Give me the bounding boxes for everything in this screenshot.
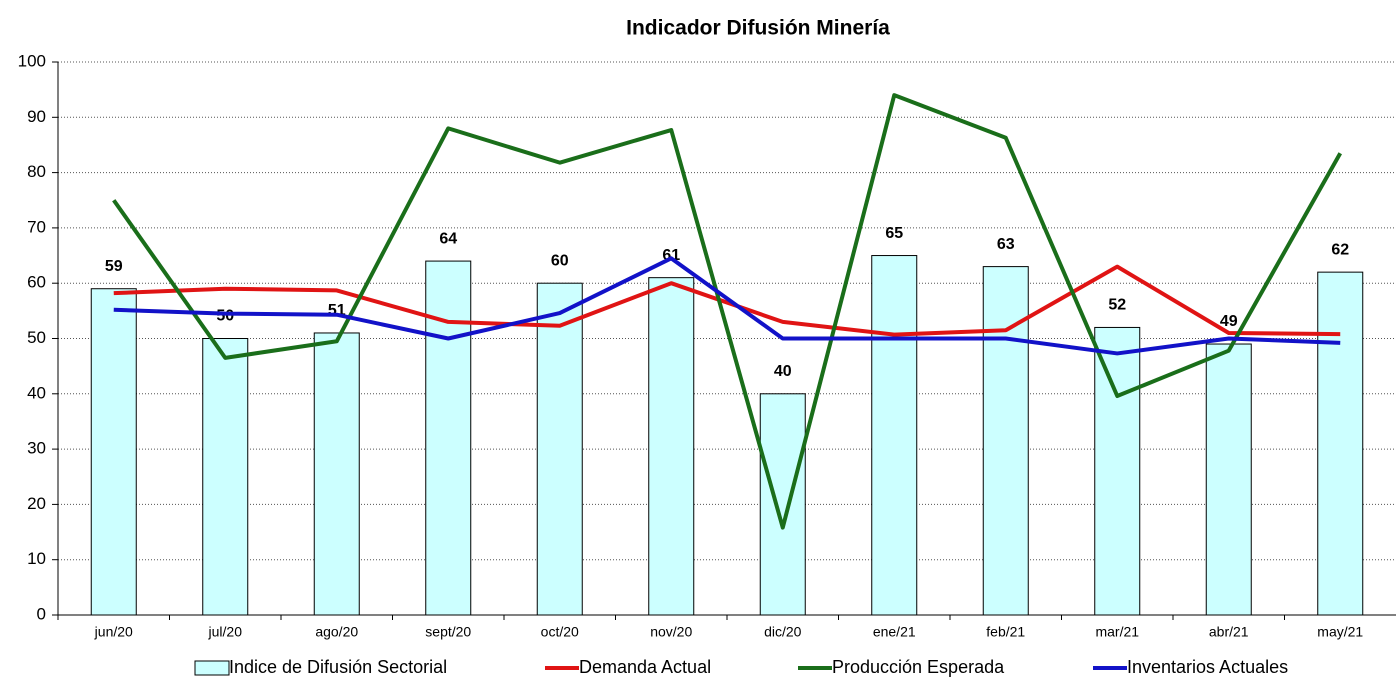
bar: [1205, 343, 1252, 616]
bar: [202, 338, 249, 616]
bar: [536, 282, 583, 616]
x-tick-label: sept/20: [425, 624, 471, 640]
y-tick-label: 20: [27, 494, 46, 513]
legend-swatch: [194, 660, 230, 676]
chart-title: Indicador Difusión Minería: [626, 17, 890, 40]
y-tick-label: 70: [27, 217, 46, 236]
data-label: 52: [1108, 297, 1126, 314]
line-series: [112, 93, 1342, 530]
bar: [982, 266, 1029, 616]
bar: [425, 260, 472, 616]
data-label: 49: [1220, 313, 1238, 330]
y-tick-label: 100: [18, 51, 46, 70]
x-tick-label: mar/21: [1095, 624, 1139, 640]
x-tick-label: may/21: [1317, 624, 1363, 640]
y-tick-label: 80: [27, 162, 46, 181]
line-series: [113, 256, 1341, 356]
y-tick-label: 0: [37, 604, 46, 623]
data-label: 40: [774, 363, 792, 380]
legend-label: Demanda Actual: [579, 657, 711, 677]
bar: [1317, 271, 1364, 616]
bar: [648, 277, 695, 616]
legend-label: Producción Esperada: [832, 657, 1005, 677]
data-label: 50: [216, 308, 234, 325]
bar: [1094, 326, 1141, 616]
x-tick-label: oct/20: [541, 624, 579, 640]
line-series: [113, 264, 1341, 337]
bar: [871, 255, 918, 616]
x-tick-label: ene/21: [873, 624, 916, 640]
data-label: 59: [105, 258, 123, 275]
x-tick-label: jun/20: [94, 624, 133, 640]
legend-label: Indice de Difusión Sectorial: [229, 657, 447, 677]
y-tick-label: 10: [27, 549, 46, 568]
y-tick-label: 60: [27, 273, 46, 292]
legend-label: Inventarios Actuales: [1127, 657, 1288, 677]
x-tick-label: ago/20: [315, 624, 358, 640]
y-tick-label: 50: [27, 328, 46, 347]
data-label: 65: [885, 225, 903, 242]
data-label: 63: [997, 236, 1015, 253]
y-tick-label: 90: [27, 107, 46, 126]
bar: [90, 288, 137, 616]
bar: [759, 393, 806, 616]
data-label: 60: [551, 252, 569, 269]
bar: [313, 332, 360, 616]
x-tick-label: jul/20: [208, 624, 243, 640]
data-label: 64: [439, 230, 457, 247]
x-tick-label: dic/20: [764, 624, 802, 640]
x-tick-label: nov/20: [650, 624, 692, 640]
x-tick-label: abr/21: [1209, 624, 1249, 640]
data-label: 62: [1331, 241, 1349, 258]
y-tick-label: 40: [27, 383, 46, 402]
y-tick-label: 30: [27, 439, 46, 458]
x-tick-label: feb/21: [986, 624, 1025, 640]
